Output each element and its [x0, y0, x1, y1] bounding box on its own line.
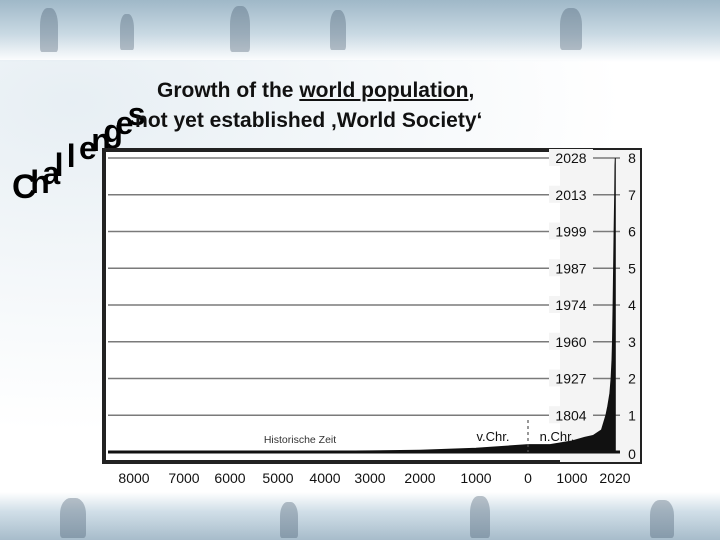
milestone-year-label: 1804: [555, 407, 586, 423]
x-tick-label: 6000: [214, 470, 245, 486]
milestone-label-bg: [549, 332, 593, 350]
x-tick-label: 8000: [118, 470, 149, 486]
milestone-year-label: 1987: [555, 260, 586, 276]
milestone-label-bg: [549, 369, 593, 387]
title-suffix: ,: [468, 79, 475, 102]
milestone-label-bg: [549, 185, 593, 203]
y-tick-label: 4: [628, 297, 636, 313]
person-silhouette: [60, 498, 86, 538]
ad-label: n.Chr.: [540, 429, 575, 444]
milestone-year-label: 1974: [555, 297, 586, 313]
person-silhouette: [40, 8, 58, 52]
challenges-letter: l: [66, 138, 76, 175]
milestone-year-label: 2013: [555, 187, 586, 203]
milestone-label-bg: [549, 259, 593, 277]
y-tick-label: 1: [628, 407, 636, 423]
person-silhouette: [280, 502, 298, 538]
milestone-label-bg: [549, 296, 593, 313]
challenges-letter: e: [115, 104, 134, 141]
person-silhouette: [230, 6, 250, 52]
challenges-letter: a: [42, 155, 61, 192]
challenges-letter: h: [30, 163, 50, 200]
x-tick-label: 2020: [599, 470, 630, 486]
y-tick-label: 0: [628, 446, 636, 462]
bc-label: v.Chr.: [477, 429, 510, 444]
x-tick-label: 0: [524, 470, 532, 486]
y-tick-label: 7: [628, 187, 636, 203]
y-tick-label: 3: [628, 334, 636, 350]
milestone-label-bg: [549, 149, 593, 166]
x-tick-label: 1000: [460, 470, 491, 486]
challenges-letter: s: [127, 96, 146, 133]
challenges-letter: e: [79, 130, 97, 166]
x-tick-label: 3000: [354, 470, 385, 486]
challenges-letter: l: [54, 146, 64, 183]
y-tick-label: 2: [628, 371, 636, 387]
milestone-year-label: 1999: [555, 224, 586, 240]
person-silhouette: [650, 500, 674, 538]
world-population-link[interactable]: world population: [299, 79, 469, 102]
top-photo-banner: [0, 0, 720, 62]
x-tick-label: 1000: [556, 470, 587, 486]
milestone-year-label: 2028: [555, 150, 586, 166]
x-tick-label: 7000: [168, 470, 199, 486]
challenges-letter: g: [103, 113, 123, 150]
person-silhouette: [470, 496, 490, 538]
title-line-2: not yet established ‚World Society‘: [135, 109, 483, 132]
milestone-label-bg: [549, 406, 593, 424]
y-tick-label: 6: [628, 224, 636, 240]
person-silhouette: [560, 8, 582, 50]
title-prefix: Growth of the: [157, 79, 300, 102]
milestone-year-label: 1927: [555, 371, 586, 387]
milestone-label-bg: [549, 222, 593, 240]
person-silhouette: [120, 14, 134, 50]
x-tick-label: 2000: [404, 470, 435, 486]
x-tick-label: 5000: [262, 470, 293, 486]
y-tick-label: 8: [628, 150, 636, 166]
challenges-letter: C: [12, 168, 37, 206]
y-tick-label: 5: [628, 260, 636, 276]
historic-time-label: Historische Zeit: [264, 434, 336, 446]
x-tick-label: 4000: [309, 470, 340, 486]
bottom-photo-banner: [0, 492, 720, 540]
title-line-1: Growth of the world population,: [157, 76, 474, 106]
person-silhouette: [330, 10, 346, 50]
milestone-year-label: 1960: [555, 334, 586, 350]
